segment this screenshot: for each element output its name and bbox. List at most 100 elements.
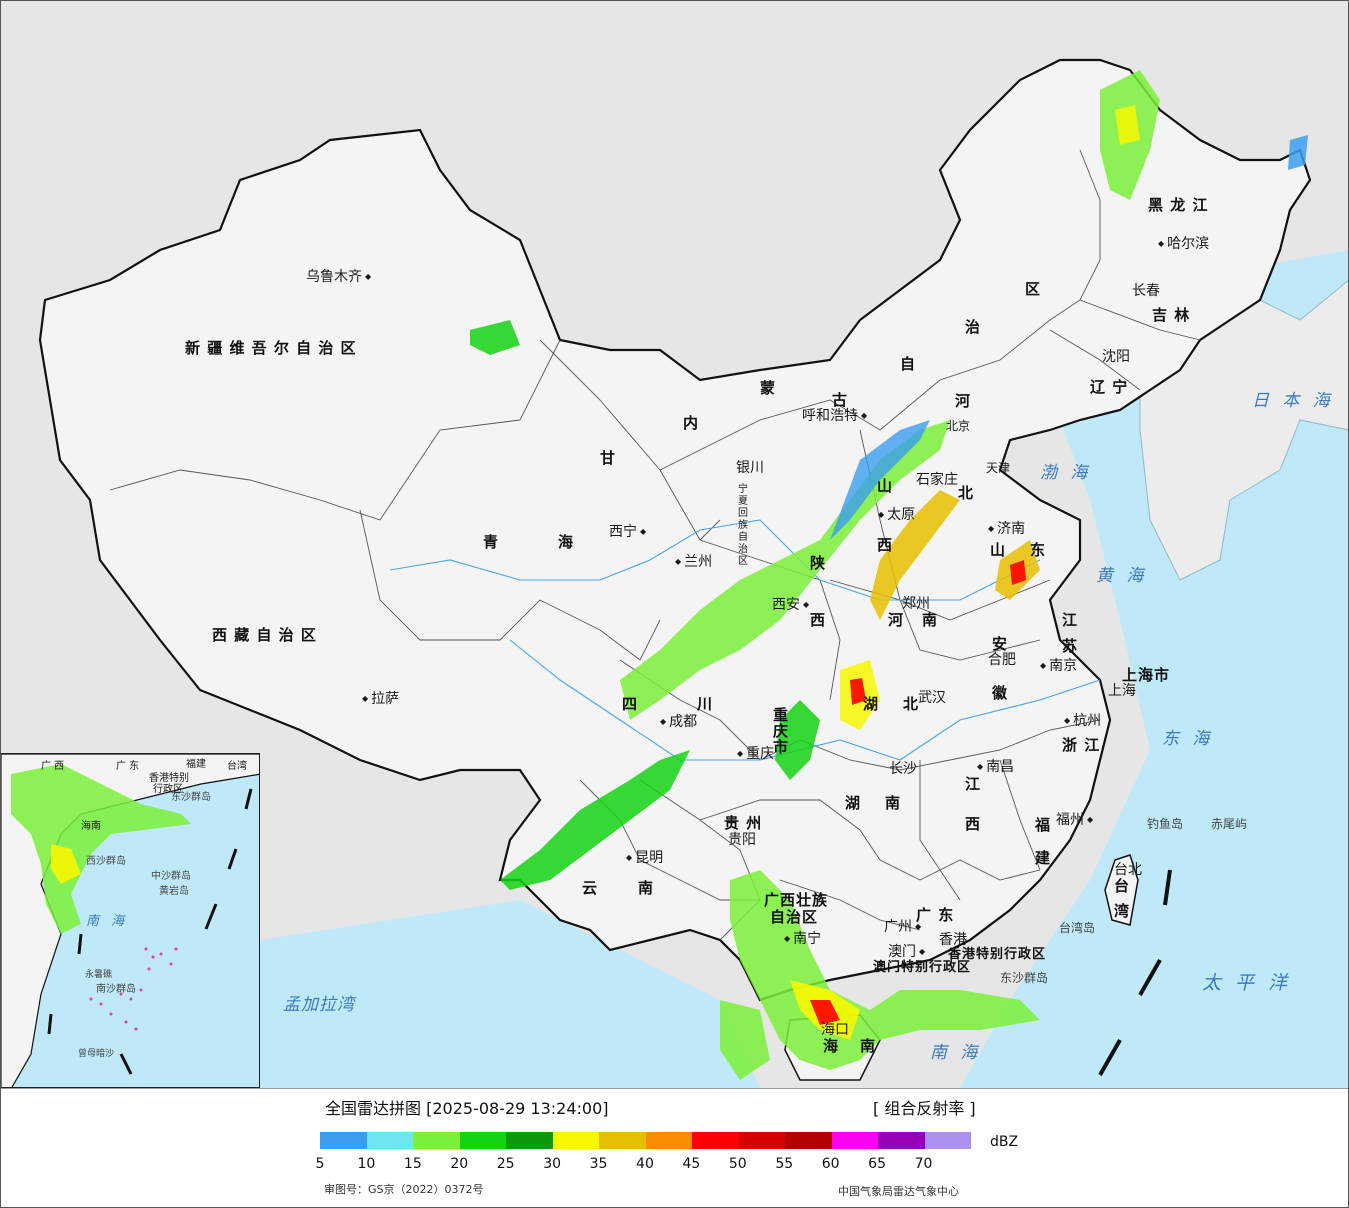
scale-tick-label: 50 — [728, 1156, 747, 1172]
inset-boundary — [47, 788, 253, 1075]
city-zhengzhou[interactable]: 郑州 — [902, 596, 930, 612]
inset-zhongsha: 中沙群岛 — [151, 871, 191, 882]
inset-taiwan: 台湾 — [227, 761, 247, 772]
city-guangzhou[interactable]: 广州 — [884, 919, 921, 935]
inset-nansha: 南沙群岛 — [96, 984, 136, 995]
maritime-boundary — [1098, 869, 1172, 1076]
city-taiyuan[interactable]: 太原 — [878, 507, 915, 523]
province-jiangsu-1: 江 — [1062, 611, 1079, 629]
city-yinchuan[interactable]: 银川 — [736, 460, 764, 476]
province-neimenggu-4: 自 — [900, 355, 917, 373]
province-neimenggu-5: 治 — [965, 318, 982, 336]
city-haikou[interactable]: 海口 — [821, 1022, 849, 1038]
city-harbin[interactable]: 哈尔滨 — [1158, 236, 1209, 252]
scale-tick-label: 30 — [543, 1156, 562, 1172]
province-neimenggu-2: 蒙 — [760, 379, 777, 397]
province-neimenggu-3: 古 — [832, 391, 849, 409]
island-taiwan: 台湾岛 — [1059, 921, 1096, 935]
scale-swatch — [831, 1132, 878, 1149]
province-hunan-2: 南 — [885, 794, 902, 812]
city-macau[interactable]: 澳门 — [888, 944, 925, 960]
review-number: 审图号：GS京（2022）0372号 — [324, 1183, 484, 1196]
scale-swatch — [366, 1132, 413, 1149]
scale-swatch — [738, 1132, 785, 1149]
scale-tick-label: 35 — [589, 1156, 608, 1172]
province-shaanxi-1: 陕 — [810, 554, 827, 572]
province-jilin: 吉 林 — [1152, 306, 1191, 324]
province-shandong-2: 东 — [1030, 541, 1047, 559]
scale-swatch — [599, 1132, 646, 1149]
city-guiyang[interactable]: 贵阳 — [728, 832, 756, 848]
scale-tick-label: 25 — [496, 1156, 515, 1172]
sea-bohai: 渤 海 — [1040, 463, 1092, 483]
province-guangxi-2: 自治区 — [770, 908, 819, 926]
province-hebei-1: 河 — [955, 392, 972, 410]
japan-korea-land — [1139, 279, 1349, 581]
city-fuzhou[interactable]: 福州 — [1056, 812, 1093, 828]
city-xining[interactable]: 西宁 — [609, 524, 646, 540]
province-qinghai-a: 青 — [483, 533, 500, 551]
city-wuhan[interactable]: 武汉 — [918, 690, 946, 706]
island-chiwei: 赤尾屿 — [1211, 817, 1248, 831]
radar-map[interactable]: 新 疆 维 吾 尔 自 治 区 西 藏 自 治 区 青 海 甘 内 蒙 古 自 … — [0, 0, 1349, 1088]
city-lanzhou[interactable]: 兰州 — [675, 554, 712, 570]
city-hongkong[interactable]: 香港 — [939, 932, 967, 948]
scale-swatch — [506, 1132, 553, 1149]
inset-huangyan: 黄岩岛 — [159, 886, 189, 897]
city-shijiazhuang[interactable]: 石家庄 — [916, 472, 958, 488]
province-jiangxi-1: 江 — [965, 775, 982, 793]
city-xian[interactable]: 西安 — [772, 597, 809, 613]
sea-south: 南 海 — [930, 1043, 982, 1063]
city-hangzhou[interactable]: 杭州 — [1064, 713, 1101, 729]
legend-product: [ 组合反射率 ] — [873, 1099, 976, 1118]
province-macau: 澳门特别行政区 — [873, 960, 972, 975]
scale-swatch — [645, 1132, 692, 1149]
city-shenyang[interactable]: 沈阳 — [1102, 349, 1130, 365]
province-fujian-2: 建 — [1035, 849, 1052, 867]
city-shanghai[interactable]: 上海 — [1108, 683, 1136, 699]
province-henan-1: 河 — [888, 611, 905, 629]
city-changchun[interactable]: 长春 — [1132, 283, 1160, 299]
province-liaoning: 辽 宁 — [1090, 378, 1129, 396]
province-shandong-1: 山 — [990, 541, 1007, 559]
city-chongqing[interactable]: 重庆 — [737, 746, 774, 762]
inset-islands — [89, 947, 178, 1031]
city-hefei[interactable]: 合肥 — [988, 652, 1016, 668]
city-beijing[interactable]: 北京 — [946, 419, 971, 433]
sea-yellow: 黄 海 — [1096, 566, 1148, 586]
inset-echo-strong — [51, 844, 81, 884]
province-sichuan-2: 川 — [697, 695, 714, 713]
city-tianjin[interactable]: 天津 — [986, 461, 1011, 475]
city-nanjing[interactable]: 南京 — [1040, 658, 1077, 674]
province-boundaries — [109, 149, 1201, 941]
city-nanning[interactable]: 南宁 — [784, 931, 821, 947]
city-chengdu[interactable]: 成都 — [660, 714, 697, 730]
inset-canvas — [1, 754, 259, 1087]
inset-hk: 香港特别 — [149, 773, 189, 784]
scale-swatch — [459, 1132, 506, 1149]
city-jinan[interactable]: 济南 — [988, 521, 1025, 537]
city-taipei[interactable]: 台北 — [1114, 862, 1142, 878]
inset-echo — [11, 764, 191, 934]
city-changsha[interactable]: 长沙 — [889, 761, 917, 777]
city-hohhot[interactable]: 呼和浩特 — [802, 408, 867, 424]
province-heilongjiang: 黑 龙 江 — [1148, 196, 1209, 214]
province-ningxia: 宁夏回族自治区 — [738, 484, 748, 567]
scale-unit: dBZ — [990, 1134, 1019, 1150]
city-kunming[interactable]: 昆明 — [626, 850, 663, 866]
province-shanxi-1: 山 — [877, 477, 894, 495]
city-nanchang[interactable]: 南昌 — [977, 759, 1014, 775]
city-lhasa[interactable]: 拉萨 — [362, 691, 399, 707]
province-neimenggu-6: 区 — [1025, 280, 1042, 298]
scale-tick-label: 5 — [315, 1156, 325, 1172]
city-urumqi[interactable]: 乌鲁木齐 — [306, 269, 371, 285]
province-guangdong: 广 东 — [916, 906, 955, 924]
province-jiangsu-2: 苏 — [1062, 637, 1079, 655]
radar-echoes — [470, 70, 1308, 1080]
legend-panel: 全国雷达拼图 [2025-08-29 13:24:00] [ 组合反射率 ] 5… — [0, 1088, 1349, 1208]
province-zhejiang: 浙 江 — [1062, 736, 1101, 754]
south-china-sea-inset[interactable]: 广 东 广 西 福建 台湾 香港特别 行政区 海南 东沙群岛 中沙群岛 黄岩岛 … — [0, 753, 260, 1088]
province-hunan-1: 湖 — [845, 794, 862, 812]
scale-swatch — [413, 1132, 460, 1149]
